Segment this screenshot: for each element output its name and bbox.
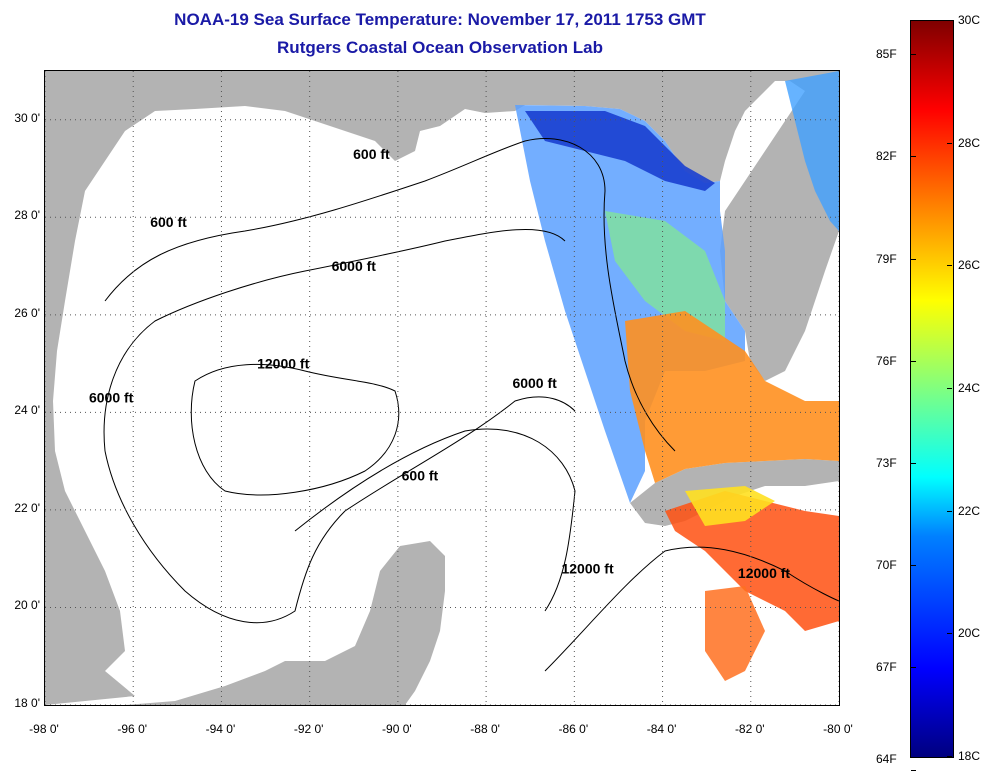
longitude-tick-label: -94 0' [205, 722, 236, 736]
sst-swath-warm [625, 311, 839, 483]
longitude-tick-label: -86 0' [558, 722, 589, 736]
sst-swath-yellow [685, 486, 775, 526]
colorbar-tick [947, 633, 952, 635]
sst-swath-east-coast [785, 71, 839, 231]
contour-12000ft [190, 364, 400, 496]
colorbar-tick [947, 265, 952, 267]
latitude-tick-label: 24 0' [14, 403, 40, 418]
map-subtitle: Rutgers Coastal Ocean Observation Lab [277, 38, 603, 57]
colorbar-celsius-label: 26C [958, 258, 981, 273]
colorbar-tick [947, 142, 952, 144]
sst-map-canvas: 600 ft 600 ft 6000 ft 12000 ft 6000 ft 6000 f… [45, 71, 839, 705]
colorbar-fahrenheit-label: 76F [876, 353, 897, 368]
temperature-colorbar [910, 20, 954, 758]
colorbar-tick [947, 756, 952, 757]
contour-label: 600 ft [402, 468, 439, 484]
yucatan-land [125, 541, 445, 705]
colorbar-celsius-label: 22C [958, 503, 981, 518]
contour-6000ft-south [104, 396, 576, 624]
bathymetry-contours [103, 137, 839, 672]
contour-600ft [104, 137, 676, 452]
contour-label: 600 ft [150, 214, 187, 230]
contour-600ft-south [294, 428, 576, 612]
latitude-tick-label: 30 0' [14, 110, 40, 125]
colorbar-celsius-label: 20C [958, 626, 981, 641]
colorbar-tick [911, 156, 916, 158]
longitude-tick-label: -88 0' [470, 722, 500, 736]
latitude-tick-label: 22 0' [14, 500, 40, 515]
colorbar-fahrenheit-label: 82F [876, 149, 897, 164]
longitude-tick-label: -92 0' [293, 722, 324, 736]
colorbar-tick [947, 510, 952, 512]
colorbar-tick [911, 565, 916, 567]
colorbar-tick [911, 360, 916, 362]
colorbar-celsius-label: 24C [958, 381, 981, 395]
latitude-tick-label: 26 0' [14, 305, 40, 320]
colorbar-fahrenheit-label: 67F [876, 660, 897, 675]
colorbar-celsius-label: 18C [958, 749, 981, 763]
colorbar-tick [911, 54, 916, 56]
colorbar-fahrenheit-label: 64F [876, 752, 897, 766]
latitude-tick-label: 20 0' [14, 598, 40, 613]
map-title: NOAA-19 Sea Surface Temperature: Novembe… [174, 10, 706, 29]
longitude-tick-label: -98 0' [29, 722, 59, 736]
latitude-tick-label: 18 0' [14, 696, 40, 710]
colorbar-celsius-label: 28C [958, 135, 981, 150]
contour-label: 12000 ft [257, 355, 309, 371]
colorbar-tick [911, 667, 916, 669]
contour-label: 6000 ft [512, 375, 557, 391]
colorbar-tick [947, 20, 952, 21]
longitude-tick-label: -84 0' [646, 722, 677, 736]
sst-swath-green [605, 211, 725, 341]
longitude-tick-label: -80 0' [823, 722, 853, 736]
graticule [45, 71, 839, 705]
colorbar-tick [947, 388, 952, 389]
contour-labels: 600 ft 600 ft 6000 ft 12000 ft 6000 ft 6000 f… [89, 146, 790, 581]
contour-label: 6000 ft [89, 390, 134, 406]
colorbar-fahrenheit-label: 85F [876, 47, 897, 62]
contour-12000ft-southeast [544, 546, 839, 672]
sst-swath-caribbean [665, 491, 839, 631]
colorbar-tick [911, 462, 916, 464]
contour-6000ft [103, 228, 566, 452]
contour-label: 600 ft [353, 146, 390, 162]
colorbar-fahrenheit-label: 73F [876, 455, 897, 470]
sst-swath-cold-shelf [525, 111, 715, 191]
sst-swath-south-patch [705, 586, 765, 681]
latitude-tick-label: 28 0' [14, 208, 40, 223]
colorbar-tick [911, 258, 916, 260]
longitude-tick-label: -96 0' [117, 722, 148, 736]
contour-label: 12000 ft [561, 560, 613, 576]
sst-swath-northeast [515, 105, 745, 503]
contour-label: 6000 ft [332, 258, 377, 274]
colorbar-fahrenheit-label: 70F [876, 558, 897, 573]
sst-map: 600 ft 600 ft 6000 ft 12000 ft 6000 ft 6000 f… [44, 70, 840, 706]
longitude-tick-label: -90 0' [382, 722, 412, 736]
colorbar-celsius-label: 30C [958, 13, 981, 27]
contour-label: 12000 ft [738, 565, 790, 581]
longitude-tick-label: -82 0' [734, 722, 765, 736]
colorbar-fahrenheit-label: 79F [876, 251, 897, 266]
sst-data [515, 71, 839, 681]
